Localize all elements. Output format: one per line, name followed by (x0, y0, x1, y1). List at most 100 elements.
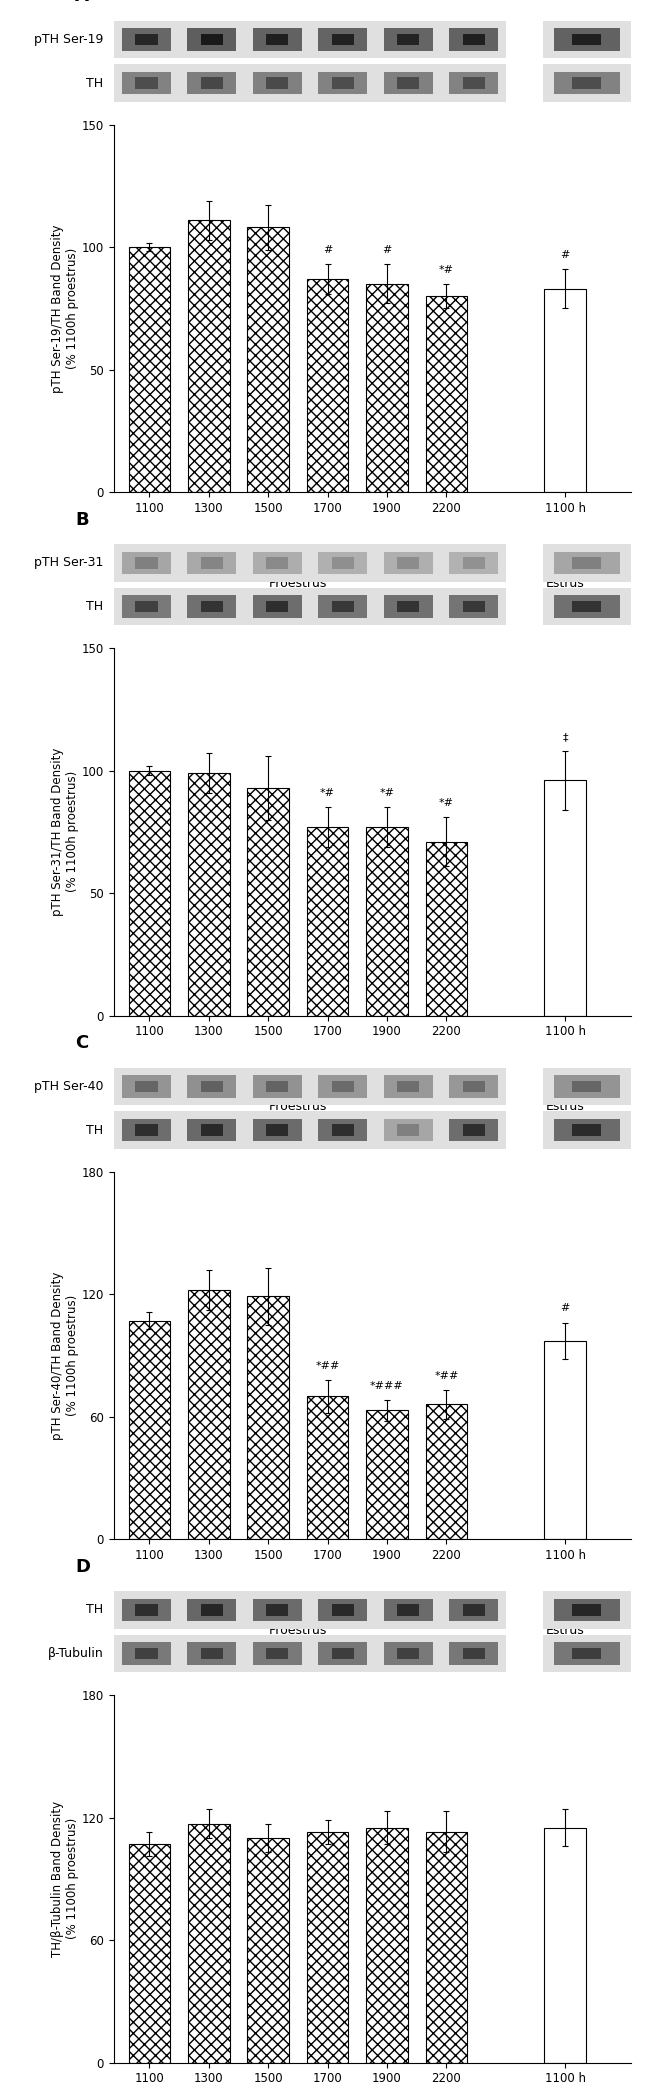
Bar (135, 34, 157, 46)
Bar (543, 1591, 630, 1629)
Bar (122, 595, 171, 618)
Bar (449, 595, 499, 618)
Bar (545, 781, 586, 1016)
Bar (543, 1635, 630, 1673)
Bar (449, 1598, 499, 1621)
Bar (384, 27, 433, 50)
Y-axis label: pTH Ser-19/TH Band Density
(% 1100h proestrus): pTH Ser-19/TH Band Density (% 1100h proe… (51, 224, 79, 392)
Bar (135, 1648, 157, 1658)
Bar (572, 1124, 601, 1135)
Bar (114, 21, 506, 59)
Bar (129, 1321, 170, 1539)
Bar (135, 1604, 157, 1617)
Bar (307, 279, 348, 492)
Bar (545, 1828, 586, 2063)
Bar (253, 1598, 302, 1621)
Bar (545, 1340, 586, 1539)
Bar (463, 1081, 485, 1093)
Bar (135, 77, 157, 88)
Bar (332, 1648, 354, 1658)
Bar (114, 1635, 506, 1673)
Bar (332, 34, 354, 46)
Text: TH: TH (86, 601, 103, 614)
Bar (201, 1124, 223, 1135)
Bar (366, 1411, 408, 1539)
Bar (572, 77, 601, 88)
Bar (426, 1405, 467, 1539)
Bar (114, 544, 506, 582)
Bar (307, 827, 348, 1016)
Text: #: # (560, 249, 570, 260)
Bar (332, 601, 354, 611)
Bar (201, 557, 223, 570)
Bar (129, 771, 170, 1016)
Bar (187, 1118, 237, 1141)
Bar (122, 551, 171, 574)
Bar (318, 1598, 367, 1621)
Bar (187, 1642, 237, 1665)
Bar (366, 285, 408, 492)
Text: TH: TH (86, 1604, 103, 1617)
Text: ‡: ‡ (562, 731, 568, 741)
Bar (397, 557, 419, 570)
Bar (463, 34, 485, 46)
Text: TH: TH (86, 77, 103, 90)
Bar (122, 27, 171, 50)
Bar (187, 551, 237, 574)
Bar (188, 220, 229, 492)
Bar (572, 1604, 601, 1617)
Bar (266, 1604, 289, 1617)
Bar (201, 1648, 223, 1658)
Bar (318, 27, 367, 50)
Bar (332, 557, 354, 570)
Bar (543, 544, 630, 582)
Bar (449, 1074, 499, 1097)
Text: pTH Ser-31: pTH Ser-31 (34, 557, 103, 570)
Bar (572, 601, 601, 611)
Text: #: # (323, 245, 332, 255)
Bar (266, 601, 289, 611)
Bar (187, 1598, 237, 1621)
Bar (554, 1118, 619, 1141)
Text: Proestrus: Proestrus (268, 1623, 327, 1638)
Bar (426, 295, 467, 492)
Bar (545, 289, 586, 492)
Bar (554, 1642, 619, 1665)
Bar (332, 1604, 354, 1617)
Bar (384, 1642, 433, 1665)
Bar (253, 27, 302, 50)
Bar (572, 557, 601, 570)
Bar (449, 551, 499, 574)
Bar (201, 1604, 223, 1617)
Bar (449, 27, 499, 50)
Text: TH: TH (86, 1124, 103, 1137)
Bar (463, 1648, 485, 1658)
Y-axis label: pTH Ser-31/TH Band Density
(% 1100h proestrus): pTH Ser-31/TH Band Density (% 1100h proe… (51, 748, 79, 915)
Bar (122, 1642, 171, 1665)
Text: β-Tubulin: β-Tubulin (47, 1648, 103, 1661)
Bar (384, 71, 433, 94)
Bar (266, 1124, 289, 1135)
Bar (397, 601, 419, 611)
Bar (318, 1074, 367, 1097)
Bar (188, 773, 229, 1016)
Bar (366, 1828, 408, 2063)
Text: Proestrus: Proestrus (268, 576, 327, 591)
Bar (266, 77, 289, 88)
Bar (188, 1290, 229, 1539)
Bar (114, 1591, 506, 1629)
Bar (543, 21, 630, 59)
Text: #: # (382, 245, 392, 255)
Bar (318, 551, 367, 574)
Bar (543, 588, 630, 626)
Bar (187, 1074, 237, 1097)
Bar (122, 71, 171, 94)
Bar (554, 27, 619, 50)
Text: B: B (75, 511, 88, 530)
Text: *###: *### (370, 1382, 404, 1390)
Bar (188, 1824, 229, 2063)
Bar (572, 34, 601, 46)
Bar (554, 1074, 619, 1097)
Bar (135, 601, 157, 611)
Bar (463, 601, 485, 611)
